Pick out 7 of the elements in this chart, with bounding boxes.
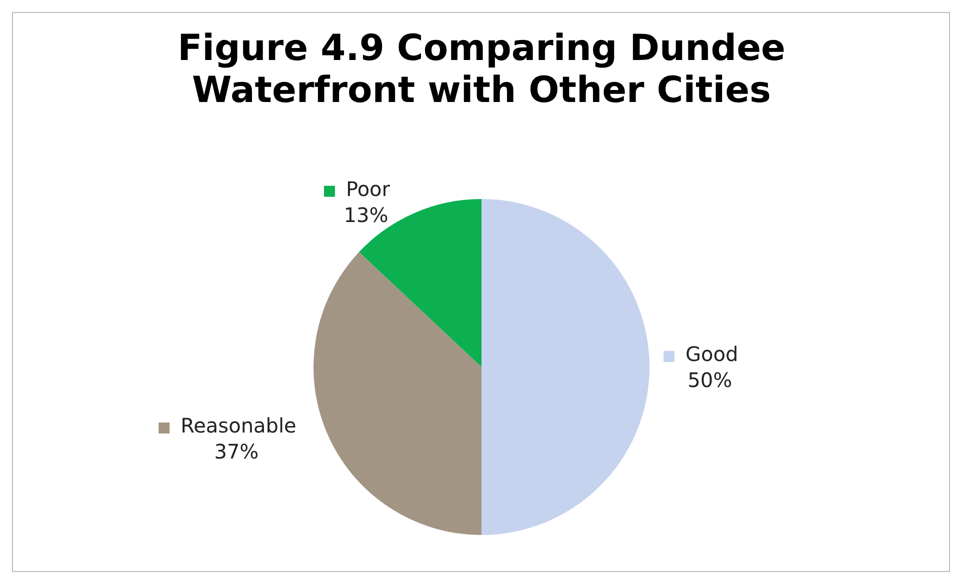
data-label: 50%	[688, 368, 732, 392]
legend-label: Poor	[346, 177, 391, 202]
legend-label: Reasonable	[180, 414, 296, 438]
chart-title: Figure 4.9 Comparing Dundee Waterfront with Other Cities	[176, 28, 786, 112]
data-label: 13%	[344, 203, 388, 228]
data-label: 37%	[214, 440, 259, 464]
legend-label: Good	[685, 342, 738, 366]
